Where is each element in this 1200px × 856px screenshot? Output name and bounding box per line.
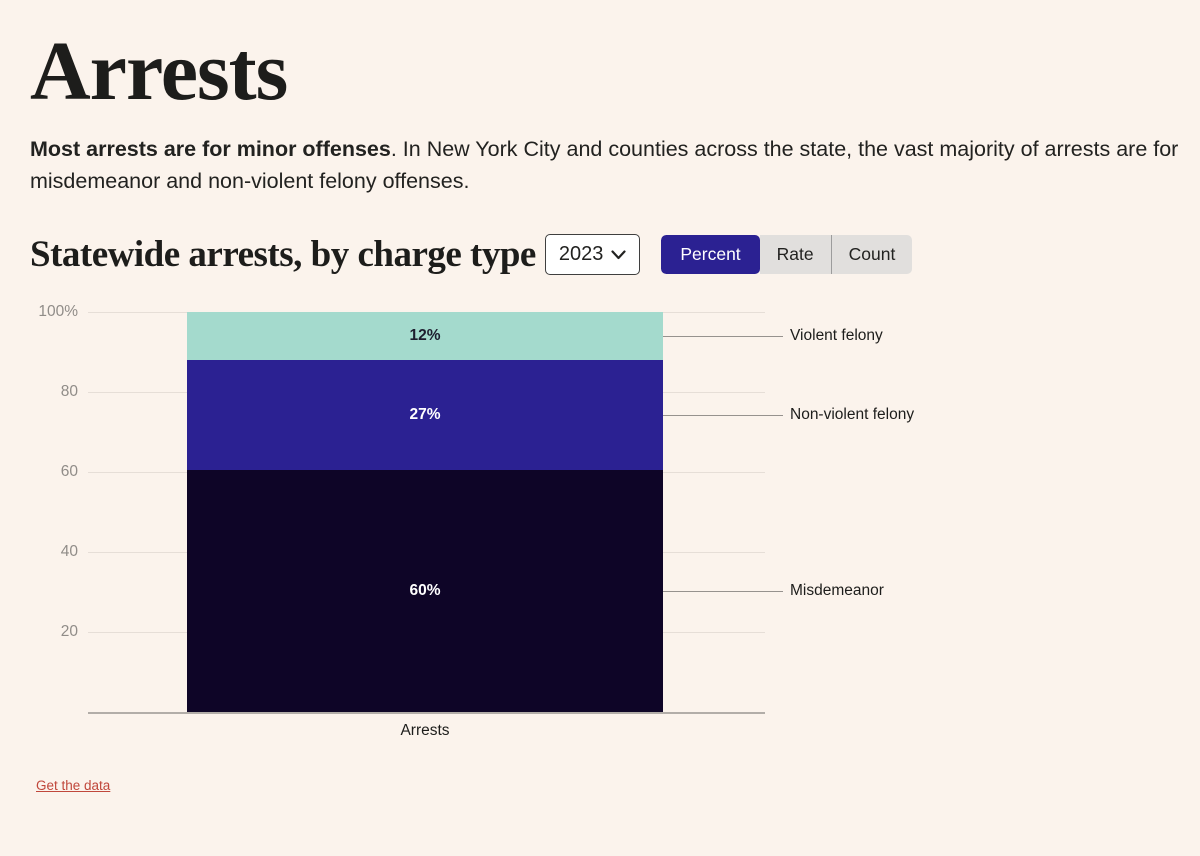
segment-value-label: 60% (409, 581, 441, 599)
chevron-down-icon (611, 249, 626, 260)
callout-line-misdemeanor (663, 590, 783, 592)
bar-segment-non-violent-felony[interactable]: 27% (187, 360, 663, 470)
toggle-percent-button[interactable]: Percent (661, 235, 760, 274)
unit-toggle-group: Percent Rate Count (661, 235, 913, 274)
series-label-violent-felony: Violent felony (790, 327, 883, 345)
year-dropdown-value: 2023 (558, 243, 604, 265)
toggle-count-button[interactable]: Count (830, 235, 913, 274)
bar-segment-misdemeanor[interactable]: 60% (187, 469, 663, 712)
x-axis-line (88, 712, 765, 714)
callout-line-violent-felony (663, 336, 783, 338)
callout-line-non-violent-felony (663, 415, 783, 417)
toggle-rate-button[interactable]: Rate (759, 235, 831, 274)
year-dropdown[interactable]: 2023 (544, 234, 641, 275)
y-tick-20: 20 (60, 623, 78, 640)
page-title: Arrests (30, 25, 288, 118)
segment-value-label: 27% (409, 406, 441, 424)
x-axis-label: Arrests (400, 722, 450, 739)
y-tick-60: 60 (60, 463, 78, 480)
stacked-bar: 12% 27% 60% (187, 312, 663, 712)
y-tick-80: 80 (60, 383, 78, 400)
intro-paragraph: Most arrests are for minor offenses. In … (30, 133, 1195, 197)
intro-bold-text: Most arrests are for minor offenses (30, 137, 391, 161)
series-label-non-violent-felony: Non-violent felony (790, 406, 915, 424)
y-tick-100: 100% (38, 303, 78, 320)
series-label-misdemeanor: Misdemeanor (790, 581, 884, 599)
chart-title: Statewide arrests, by charge type (30, 234, 536, 275)
chart-header: Statewide arrests, by charge type 2023 P… (30, 233, 913, 276)
get-the-data-link[interactable]: Get the data (36, 778, 111, 793)
stacked-bar-chart: 100% 80 60 40 20 12% 27% 60% Violent fel… (0, 300, 1200, 765)
bar-segment-violent-felony[interactable]: 12% (187, 312, 663, 361)
intro-rest-text: . In New York City and counties across t… (30, 137, 1179, 193)
segment-value-label: 12% (409, 327, 441, 345)
y-tick-40: 40 (60, 543, 78, 560)
